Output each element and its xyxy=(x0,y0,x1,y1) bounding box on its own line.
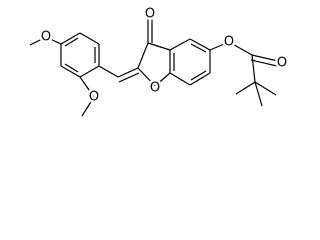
atom-label: O xyxy=(145,7,155,22)
atom-label: O xyxy=(150,81,160,96)
molecule-diagram: O O O O O O xyxy=(29,4,289,117)
atom-label: O xyxy=(277,56,287,71)
bonds xyxy=(29,18,279,117)
atom-label: O xyxy=(41,30,51,45)
atom-labels: O O O O O O xyxy=(38,4,289,107)
atom-label: O xyxy=(89,90,99,105)
atom-label: O xyxy=(224,35,234,50)
